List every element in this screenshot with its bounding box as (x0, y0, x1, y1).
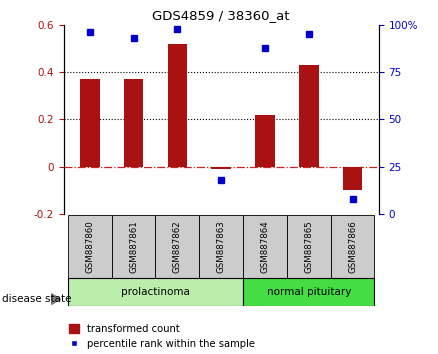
Bar (80, 79, 99, 167)
Bar (124, 79, 143, 167)
Text: GSM887863: GSM887863 (217, 220, 226, 273)
Text: prolactinoma: prolactinoma (121, 287, 190, 297)
Bar (243, 215, 287, 278)
Bar (167, 44, 187, 167)
Text: normal pituitary: normal pituitary (267, 287, 351, 297)
Text: GSM887860: GSM887860 (85, 220, 94, 273)
Title: GDS4859 / 38360_at: GDS4859 / 38360_at (152, 9, 290, 22)
Bar (287, 215, 331, 278)
Text: GSM887861: GSM887861 (129, 220, 138, 273)
Bar (199, 215, 243, 278)
Bar (68, 278, 243, 306)
Text: GSM887864: GSM887864 (261, 220, 269, 273)
Bar (112, 215, 155, 278)
Polygon shape (52, 294, 60, 304)
Bar (343, 167, 363, 190)
Text: GSM887862: GSM887862 (173, 220, 182, 273)
Bar (211, 167, 231, 169)
Bar (255, 115, 275, 167)
Text: GSM887865: GSM887865 (304, 220, 313, 273)
Legend: transformed count, percentile rank within the sample: transformed count, percentile rank withi… (68, 324, 254, 349)
Bar (331, 215, 374, 278)
Text: disease state: disease state (2, 294, 72, 304)
Text: GSM887866: GSM887866 (348, 220, 357, 273)
Bar (299, 65, 319, 167)
Bar (68, 215, 112, 278)
Bar (243, 278, 374, 306)
Bar (155, 215, 199, 278)
